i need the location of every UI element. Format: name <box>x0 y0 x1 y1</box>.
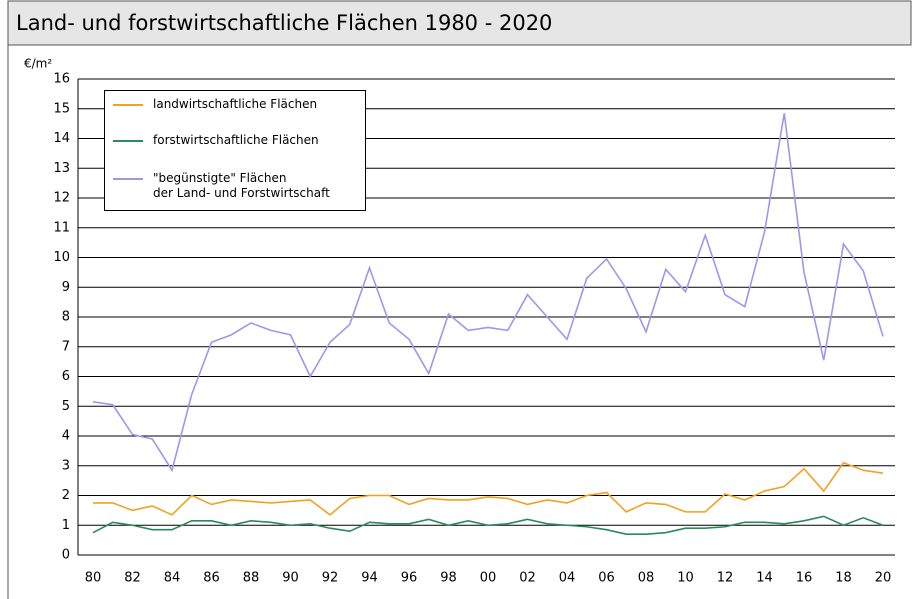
series-line <box>93 461 884 516</box>
title-bar <box>7 0 912 46</box>
x-tick-label: 88 <box>243 571 260 586</box>
x-tick-label: 98 <box>440 571 457 586</box>
x-tick-label: 04 <box>559 571 576 586</box>
y-tick-label: 3 <box>62 458 70 473</box>
legend-label: forstwirtschaftliche Flächen <box>153 133 319 147</box>
x-tick-label: 20 <box>875 571 892 586</box>
y-tick-label: 6 <box>62 369 70 384</box>
legend: landwirtschaftliche Flächen forstwirtscha… <box>104 90 366 211</box>
x-tick-label: 06 <box>598 571 615 586</box>
x-tick-label: 18 <box>835 571 852 586</box>
y-tick-label: 4 <box>62 429 70 444</box>
y-tick-label: 14 <box>53 131 70 146</box>
legend-swatch <box>113 104 143 106</box>
x-tick-label: 16 <box>796 571 813 586</box>
series-line <box>92 515 884 535</box>
legend-swatch <box>113 178 143 180</box>
legend-swatch <box>113 140 143 142</box>
x-tick-label: 82 <box>124 571 141 586</box>
y-tick-label: 16 <box>53 72 70 87</box>
y-tick-label: 1 <box>62 518 70 533</box>
legend-label: "begünstigte" Flächen der Land- und Fors… <box>153 171 330 200</box>
x-tick-label: 12 <box>717 571 734 586</box>
y-tick-label: 7 <box>62 339 70 354</box>
x-tick-label: 00 <box>480 571 497 586</box>
series-line <box>92 113 884 473</box>
y-tick-label: 13 <box>53 161 70 176</box>
x-tick-label: 92 <box>322 571 339 586</box>
y-tick-label: 8 <box>62 310 70 325</box>
chart-title: Land- und forstwirtschaftliche Flächen 1… <box>16 11 552 35</box>
x-tick-label: 08 <box>638 571 655 586</box>
x-tick-label: 94 <box>361 571 378 586</box>
y-tick-label: 11 <box>53 220 70 235</box>
y-tick-label: 5 <box>62 399 70 414</box>
y-tick-label: 12 <box>53 191 70 206</box>
legend-item: "begünstigte" Flächen der Land- und Fors… <box>113 171 330 201</box>
y-axis-label: €/m² <box>24 57 52 71</box>
x-tick-label: 86 <box>203 571 220 586</box>
x-tick-label: 90 <box>282 571 299 586</box>
y-tick-label: 9 <box>62 280 70 295</box>
y-tick-label: 0 <box>62 548 70 563</box>
legend-item: landwirtschaftliche Flächen <box>113 97 317 112</box>
x-tick-label: 14 <box>756 571 773 586</box>
y-tick-label: 15 <box>53 101 70 116</box>
y-tick-label: 10 <box>53 250 70 265</box>
x-tick-label: 10 <box>677 571 694 586</box>
x-tick-label: 02 <box>519 571 536 586</box>
legend-label: landwirtschaftliche Flächen <box>153 97 318 111</box>
y-tick-label: 2 <box>62 488 70 503</box>
legend-item: forstwirtschaftliche Flächen <box>113 133 319 148</box>
x-tick-label: 96 <box>401 571 418 586</box>
x-tick-label: 80 <box>85 571 102 586</box>
x-tick-label: 84 <box>164 571 181 586</box>
lines <box>92 113 884 535</box>
